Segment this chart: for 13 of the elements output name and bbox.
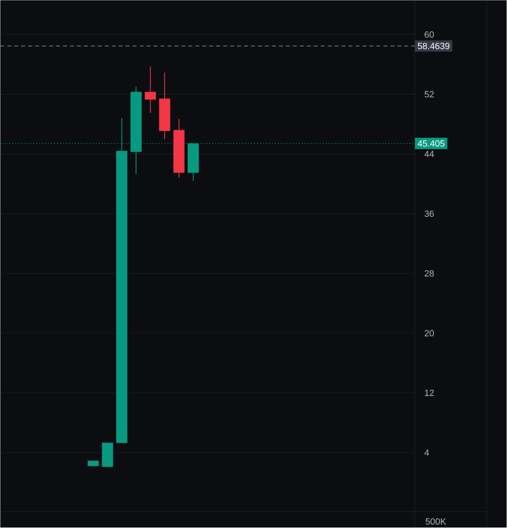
y-tick-label: 44: [424, 150, 434, 158]
ref-line-label: 45.405: [418, 140, 445, 147]
y-tick-label: 52: [424, 91, 434, 98]
y-tick-label: 28: [424, 270, 434, 277]
text: 500K: [426, 518, 446, 525]
y-tick-label: 12: [425, 390, 434, 396]
y-tick-label: 36: [424, 210, 434, 217]
candlestick: [144, 66, 156, 114]
y-tick-label: 4: [424, 449, 430, 456]
candlestick: [102, 442, 114, 468]
ref-line-label: 58.4639: [418, 42, 450, 50]
y-tick-label: 20: [424, 330, 434, 336]
y-tick-label: 60: [424, 31, 434, 38]
